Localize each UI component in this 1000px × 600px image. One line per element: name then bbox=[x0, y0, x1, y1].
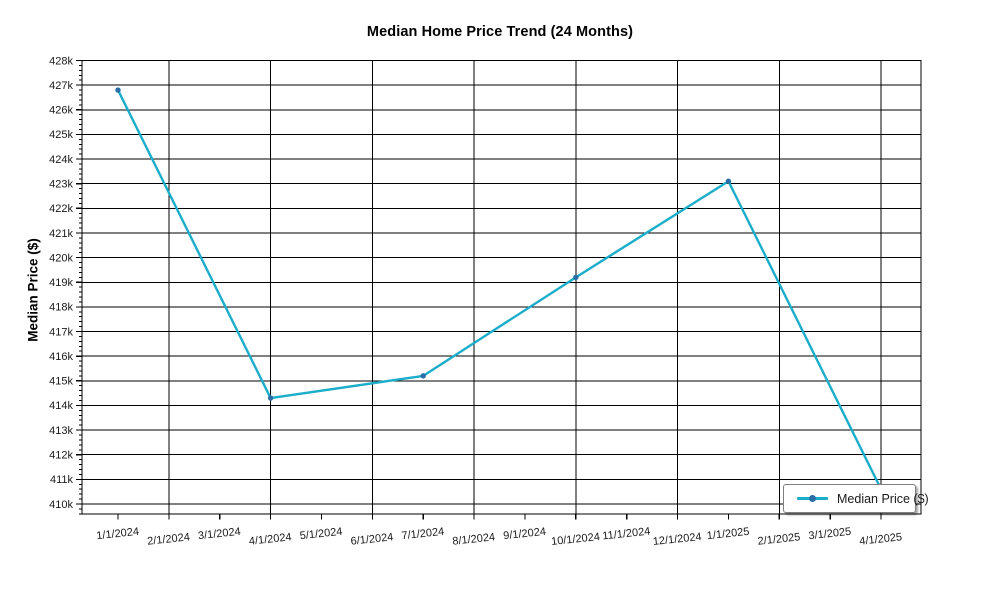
y-tick-label: 417k bbox=[49, 326, 73, 338]
x-tick-label: 4/1/2025 bbox=[859, 531, 903, 547]
y-tick-label: 423k bbox=[49, 178, 73, 190]
legend-label: Median Price ($) bbox=[837, 491, 929, 506]
legend-marker-dot bbox=[809, 495, 816, 502]
y-tick-label: 419k bbox=[49, 277, 73, 289]
data-point-marker bbox=[115, 87, 121, 93]
x-tick-label: 7/1/2024 bbox=[401, 526, 445, 542]
data-line bbox=[116, 88, 883, 491]
y-tick-label: 416k bbox=[49, 351, 73, 363]
y-tick-label: 418k bbox=[49, 302, 73, 314]
y-tick-label: 421k bbox=[49, 228, 73, 240]
x-tick-label: 9/1/2024 bbox=[503, 526, 547, 542]
x-tick-label: 2/1/2025 bbox=[757, 531, 801, 547]
x-tick-label: 3/1/2025 bbox=[808, 526, 852, 542]
y-tick-label: 414k bbox=[49, 400, 73, 412]
x-tick-label: 10/1/2024 bbox=[551, 531, 601, 548]
x-tick-label: 4/1/2024 bbox=[248, 531, 292, 547]
legend: Median Price ($) bbox=[783, 484, 929, 513]
plot-border bbox=[81, 59, 922, 515]
y-tick-label: 422k bbox=[49, 203, 73, 215]
chart-title: Median Home Price Trend (24 Months) bbox=[366, 24, 634, 40]
y-tick-label: 411k bbox=[50, 474, 74, 486]
data-point-marker bbox=[267, 395, 274, 401]
x-tick-label: 8/1/2024 bbox=[452, 531, 496, 547]
legend-line-marker-icon bbox=[797, 494, 828, 503]
data-point-marker bbox=[420, 373, 426, 379]
x-tick-label: 1/1/2025 bbox=[706, 526, 750, 542]
y-tick-label: 420k bbox=[49, 252, 73, 264]
x-tick-label: 11/1/2024 bbox=[602, 526, 651, 543]
y-tick-label: 424k bbox=[49, 154, 73, 166]
x-tick-label: 12/1/2024 bbox=[652, 531, 702, 548]
x-tick-label: 3/1/2024 bbox=[198, 526, 242, 542]
x-tick-label: 5/1/2024 bbox=[299, 526, 343, 542]
x-tick-label: 2/1/2024 bbox=[147, 531, 191, 547]
y-tick-label: 412k bbox=[49, 450, 73, 462]
y-tick-label: 428k bbox=[49, 55, 73, 67]
data-point-marker bbox=[573, 274, 579, 281]
y-tick-label: 413k bbox=[49, 425, 73, 437]
x-tick-label: 6/1/2024 bbox=[350, 531, 394, 547]
y-tick-label: 410k bbox=[49, 499, 73, 511]
y-tick-label: 425k bbox=[49, 129, 73, 141]
y-tick-label: 427k bbox=[49, 80, 73, 92]
y-tick-label: 415k bbox=[49, 376, 73, 388]
y-tick-label: 426k bbox=[49, 105, 73, 117]
x-tick-label: 1/1/2024 bbox=[96, 526, 140, 542]
data-point-marker bbox=[725, 178, 732, 184]
